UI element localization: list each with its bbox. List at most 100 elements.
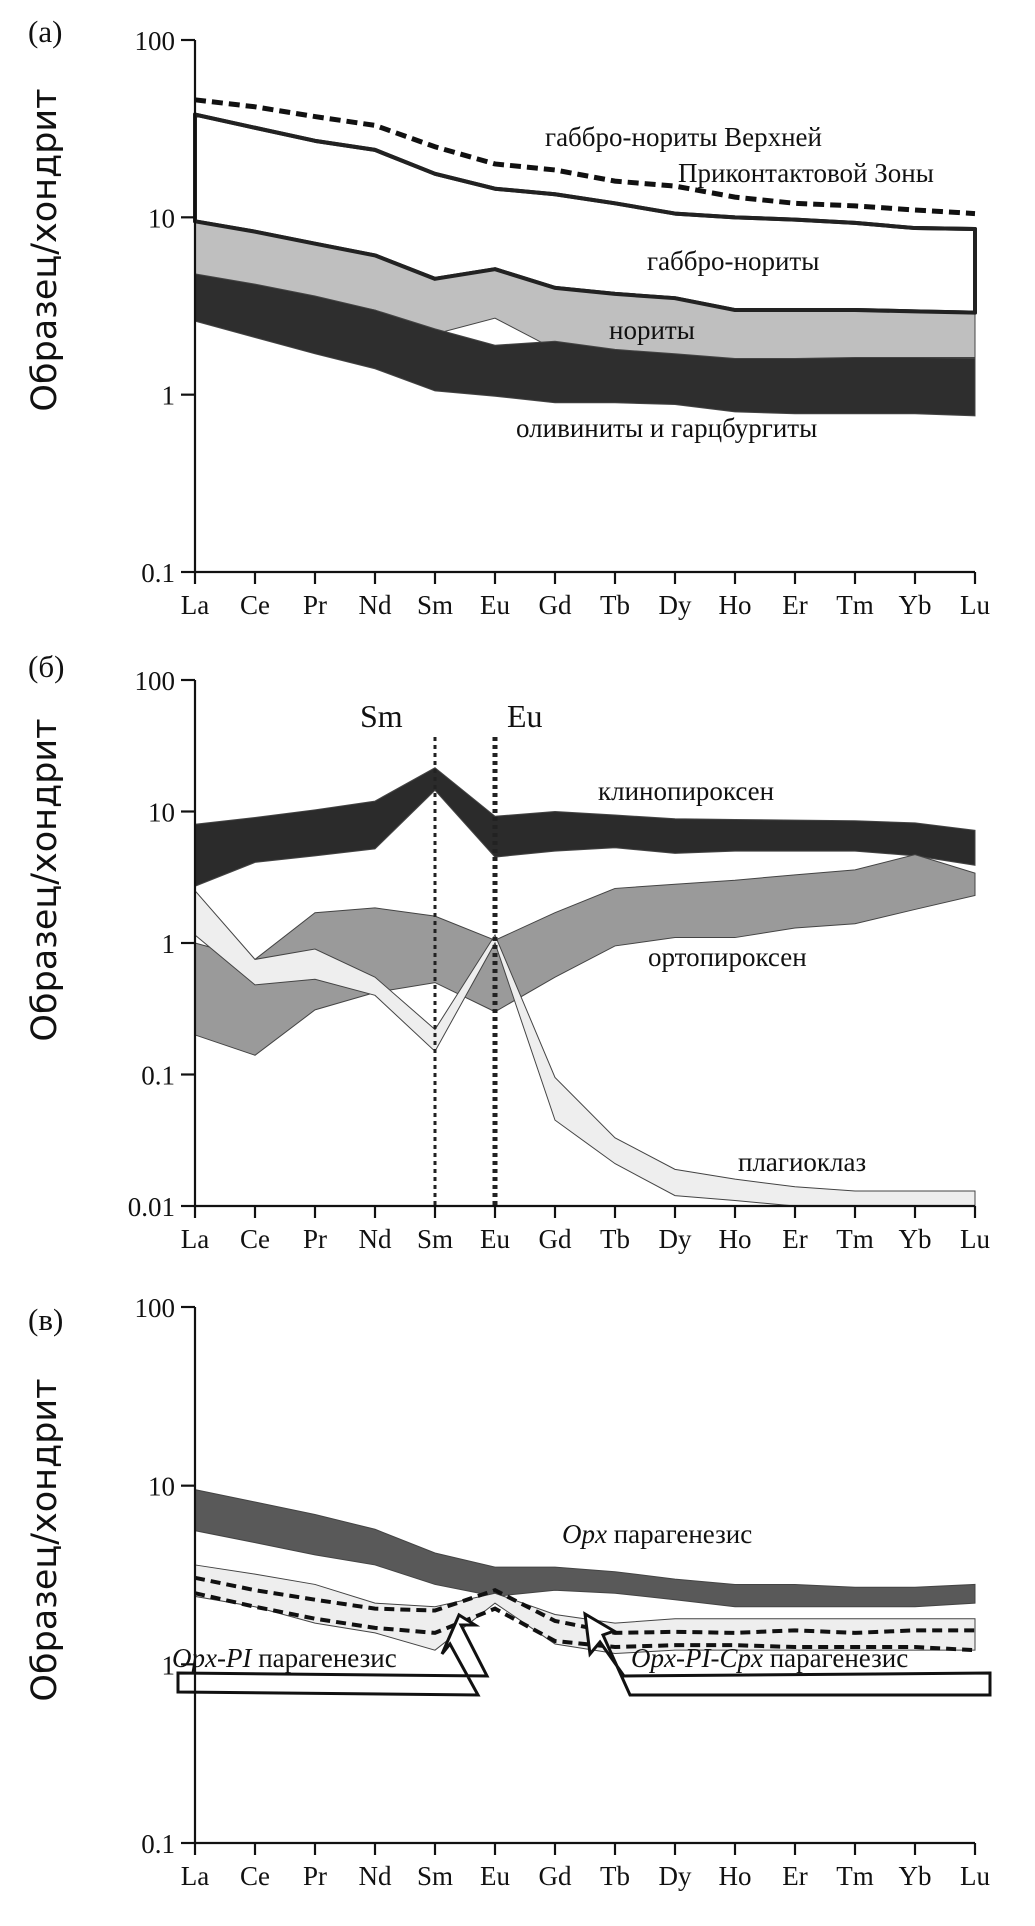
opx-pl-callout-outline bbox=[176, 1612, 490, 1697]
x-tick-label-ho: Ho bbox=[719, 590, 752, 620]
x-tick-label-tm: Tm bbox=[836, 590, 874, 620]
y-tick-label: 1 bbox=[162, 381, 176, 411]
panel-b-annotations: клинопироксен ортопироксен плагиоклаз bbox=[598, 776, 866, 1177]
y-tick-label: 100 bbox=[135, 26, 176, 56]
x-tick-label-ho: Ho bbox=[719, 1224, 752, 1254]
x-tick-label-yb: Yb bbox=[899, 1861, 932, 1891]
panel-b-y-axis-label: Образец/хондрит bbox=[25, 718, 65, 1041]
y-tick-label: 10 bbox=[148, 798, 175, 828]
x-tick-label-eu: Eu bbox=[480, 1861, 510, 1891]
y-tick-label: 100 bbox=[135, 666, 176, 696]
y-tick-label: 0.1 bbox=[141, 558, 175, 588]
annotation-norites: нориты bbox=[609, 315, 695, 345]
x-tick-label-lu: Lu bbox=[960, 1861, 990, 1891]
panel-b-label: (б) bbox=[28, 649, 64, 684]
x-tick-label-er: Er bbox=[782, 1224, 807, 1254]
x-tick-label-nd: Nd bbox=[359, 590, 392, 620]
x-tick-label-la: La bbox=[181, 1861, 209, 1891]
x-tick-label-sm: Sm bbox=[417, 590, 453, 620]
series-0-dashed-line bbox=[194, 97, 976, 217]
annotation-olivinites: оливиниты и гарцбургиты bbox=[516, 413, 817, 443]
x-tick-label-ho: Ho bbox=[719, 1861, 752, 1891]
panel-c-axes: 100 10 1 0.1La Ce Pr Nd Sm Eu Gd Tb Dy Ho Er Tm Yb Lu bbox=[135, 1293, 991, 1891]
opx-pl-cpx-callout-outline bbox=[583, 1611, 992, 1697]
x-tick-label-yb: Yb bbox=[899, 1224, 932, 1254]
x-tick-label-ce: Ce bbox=[240, 590, 270, 620]
x-tick-label-gd: Gd bbox=[539, 1861, 572, 1891]
annotation-upper-contact-zone-1: габбро-нориты Верхней bbox=[545, 122, 822, 152]
x-tick-label-dy: Dy bbox=[659, 1861, 692, 1891]
annotation-opx-pl-cpx-italic: Opx-PI-Cpx bbox=[631, 1643, 763, 1673]
y-tick-label: 1 bbox=[162, 929, 176, 959]
panel-c: (в) Образец/хондрит Opx парагенезис Opx-… bbox=[25, 1293, 992, 1891]
annotation-plagioclase: плагиоклаз bbox=[738, 1147, 866, 1177]
panel-a-bands bbox=[193, 97, 977, 417]
panel-a-label: (а) bbox=[28, 14, 62, 49]
x-tick-label-er: Er bbox=[782, 590, 807, 620]
annotation-orthopyroxene: ортопироксен bbox=[648, 942, 807, 972]
x-tick-label-pr: Pr bbox=[303, 590, 327, 620]
y-tick-label: 1 bbox=[162, 1650, 176, 1680]
x-tick-label-pr: Pr bbox=[303, 1861, 327, 1891]
series-2-dashed-lower bbox=[194, 1591, 976, 1653]
y-tick-label: 10 bbox=[148, 203, 175, 233]
series-2-dashed-upper bbox=[194, 1575, 975, 1635]
x-tick-label-sm: Sm bbox=[417, 1224, 453, 1254]
y-tick-label: 0.1 bbox=[141, 1829, 175, 1859]
x-tick-label-tm: Tm bbox=[836, 1224, 874, 1254]
panel-b-element-markers: Sm Eu bbox=[360, 698, 543, 1206]
x-tick-label-ce: Ce bbox=[240, 1224, 270, 1254]
x-tick-label-dy: Dy bbox=[659, 1224, 692, 1254]
gabbro-norite-outline bbox=[193, 112, 977, 315]
panel-a-annotations: габбро-нориты Верхней Приконтактовой Зон… bbox=[516, 122, 934, 443]
series-0-band bbox=[194, 767, 976, 888]
x-tick-label-dy: Dy bbox=[659, 590, 692, 620]
x-tick-label-tb: Tb bbox=[600, 590, 630, 620]
x-tick-label-gd: Gd bbox=[539, 1224, 572, 1254]
x-tick-label-lu: Lu bbox=[960, 1224, 990, 1254]
annotation-opx-pl-cpx-text: парагенезис bbox=[763, 1643, 908, 1673]
y-tick-label: 100 bbox=[135, 1293, 176, 1323]
annotation-gabbro-norites: габбро-нориты bbox=[647, 246, 819, 276]
annotation-opx-pl-cpx-paragenesis: Opx-PI-Cpx парагенезис bbox=[631, 1643, 908, 1673]
panel-a: (а) Образец/хондрит габбро-нориты Верхне… bbox=[25, 14, 990, 620]
series-1-band bbox=[194, 854, 976, 1056]
annotation-opx-pl-text: парагенезис bbox=[251, 1643, 396, 1673]
annotation-opx-text: парагенезис bbox=[607, 1519, 752, 1549]
panel-b: (б) Образец/хондрит Sm Eu клинопироксен о… bbox=[25, 649, 990, 1254]
annotation-opx-italic: Opx bbox=[562, 1519, 607, 1549]
series-3-band bbox=[194, 273, 976, 417]
x-tick-label-er: Er bbox=[782, 1861, 807, 1891]
x-tick-label-tm: Tm bbox=[836, 1861, 874, 1891]
x-tick-label-nd: Nd bbox=[359, 1861, 392, 1891]
x-tick-label-gd: Gd bbox=[539, 590, 572, 620]
annotation-upper-contact-zone-2: Приконтактовой Зоны bbox=[678, 158, 934, 188]
annotation-opx-paragenesis: Opx парагенезис bbox=[562, 1519, 752, 1549]
x-tick-label-la: La bbox=[181, 590, 209, 620]
x-tick-label-la: La bbox=[181, 1224, 209, 1254]
x-tick-label-tb: Tb bbox=[600, 1224, 630, 1254]
panel-c-label: (в) bbox=[28, 1302, 63, 1337]
panel-a-axes: 100 10 1 0.1La Ce Pr Nd Sm Eu Gd Tb Dy Ho Er Tm Yb Lu bbox=[135, 26, 991, 620]
x-tick-label-lu: Lu bbox=[960, 590, 990, 620]
x-tick-label-pr: Pr bbox=[303, 1224, 327, 1254]
x-tick-label-nd: Nd bbox=[359, 1224, 392, 1254]
x-tick-label-yb: Yb bbox=[899, 590, 932, 620]
panel-c-callouts bbox=[176, 1611, 992, 1697]
marker-label-eu: Eu bbox=[507, 698, 543, 734]
y-tick-label: 0.1 bbox=[141, 1061, 175, 1091]
panel-a-y-axis-label: Образец/хондрит bbox=[25, 88, 65, 411]
series-0-band bbox=[194, 1489, 976, 1608]
panel-b-bands bbox=[194, 767, 976, 1207]
annotation-opx-pl-italic: Opx-PI bbox=[172, 1643, 253, 1673]
x-tick-label-ce: Ce bbox=[240, 1861, 270, 1891]
x-tick-label-sm: Sm bbox=[417, 1861, 453, 1891]
annotation-clinopyroxene: клинопироксен bbox=[598, 776, 774, 806]
marker-label-sm: Sm bbox=[360, 698, 403, 734]
panel-c-annotations: Opx парагенезис Opx-PI парагенезис Opx-P… bbox=[172, 1519, 908, 1673]
y-tick-label: 0.01 bbox=[128, 1192, 175, 1222]
panel-c-bands bbox=[194, 1489, 976, 1654]
x-tick-label-eu: Eu bbox=[480, 590, 510, 620]
